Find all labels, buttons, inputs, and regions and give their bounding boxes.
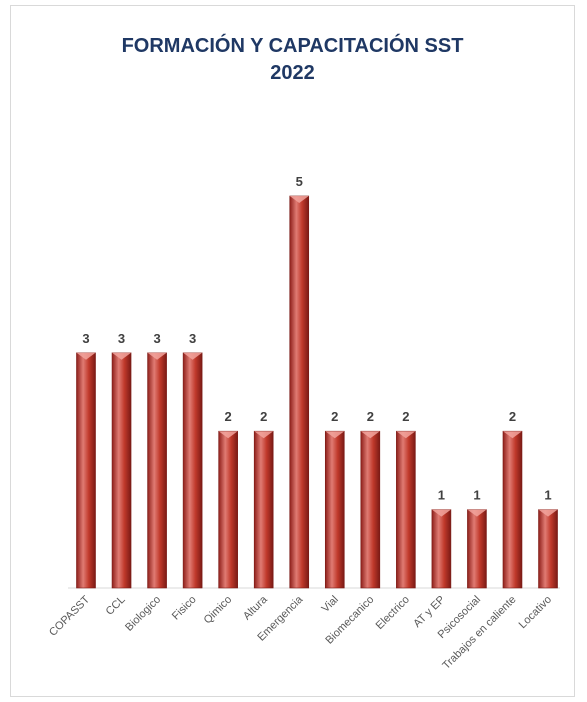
bar-rect xyxy=(147,352,167,589)
bar-10 xyxy=(431,509,452,589)
bar-13 xyxy=(538,509,558,589)
value-label: 1 xyxy=(473,488,480,503)
value-labels-group: 3 3 3 3 2 2 5 2 2 2 1 1 2 1 xyxy=(82,174,551,503)
bar-rect xyxy=(111,352,132,589)
bar-0 xyxy=(76,352,96,589)
category-label: Altura xyxy=(241,593,270,622)
value-label: 3 xyxy=(189,331,196,346)
bar-4 xyxy=(218,430,238,589)
category-label: Biologico xyxy=(123,594,163,634)
category-label: COPASST xyxy=(47,593,92,638)
value-label: 2 xyxy=(402,409,409,424)
category-label: AT y EP xyxy=(411,594,447,630)
bar-cap xyxy=(76,352,96,360)
bar-5 xyxy=(253,430,274,589)
value-label: 3 xyxy=(82,331,89,346)
bar-rect xyxy=(324,430,345,589)
bar-6 xyxy=(289,195,310,589)
bar-2 xyxy=(147,352,167,589)
bar-cap xyxy=(112,352,132,360)
value-label: 2 xyxy=(509,409,516,424)
bar-cap xyxy=(147,352,167,360)
chart-title: FORMACIÓN Y CAPACITACIÓN SST 2022 xyxy=(10,33,575,87)
value-label: 1 xyxy=(438,488,445,503)
bar-cap xyxy=(289,196,309,203)
bar-cap xyxy=(467,509,487,517)
bar-rect xyxy=(289,195,310,589)
value-label: 1 xyxy=(544,488,551,503)
bar-cap xyxy=(183,352,203,360)
bar-cap xyxy=(396,431,416,439)
value-label: 3 xyxy=(153,331,160,346)
bar-1 xyxy=(111,352,132,589)
bars-group xyxy=(76,195,558,589)
chart-title-line-1: FORMACIÓN Y CAPACITACIÓN SST xyxy=(121,35,464,57)
bar-9 xyxy=(396,430,416,589)
bar-rect xyxy=(502,430,523,589)
value-label: 2 xyxy=(331,409,338,424)
bar-rect xyxy=(360,430,381,589)
category-label: CCL xyxy=(104,594,128,618)
bar-12 xyxy=(502,430,523,589)
bar-11 xyxy=(467,509,487,589)
bar-3 xyxy=(182,352,203,589)
bar-rect xyxy=(253,430,274,589)
value-label: 3 xyxy=(118,331,125,346)
chart-frame xyxy=(10,5,575,697)
bar-8 xyxy=(360,430,381,589)
bar-rect xyxy=(218,430,238,589)
bar-cap xyxy=(538,509,558,517)
chart-title-line-2: 2022 xyxy=(270,62,315,84)
bar-cap xyxy=(254,431,274,439)
value-label: 2 xyxy=(367,409,374,424)
value-label: 2 xyxy=(225,409,232,424)
bar-cap xyxy=(218,431,238,439)
bar-cap xyxy=(502,431,522,439)
bar-rect xyxy=(538,509,558,589)
bar-cap xyxy=(431,509,451,517)
category-label: Vial xyxy=(320,594,341,615)
bar-rect xyxy=(76,352,96,589)
category-label: Locativo xyxy=(517,594,554,631)
value-label: 5 xyxy=(296,174,303,189)
bar-rect xyxy=(431,509,452,589)
bar-cap xyxy=(325,431,345,439)
category-label: Electrico xyxy=(374,594,412,632)
bar-rect xyxy=(396,430,416,589)
category-label: Fisico xyxy=(170,594,199,623)
category-label: Qimico xyxy=(202,594,235,627)
bar-7 xyxy=(324,430,345,589)
bar-rect xyxy=(182,352,203,589)
value-label: 2 xyxy=(260,409,267,424)
bar-cap xyxy=(360,431,380,439)
bar-rect xyxy=(467,509,487,589)
